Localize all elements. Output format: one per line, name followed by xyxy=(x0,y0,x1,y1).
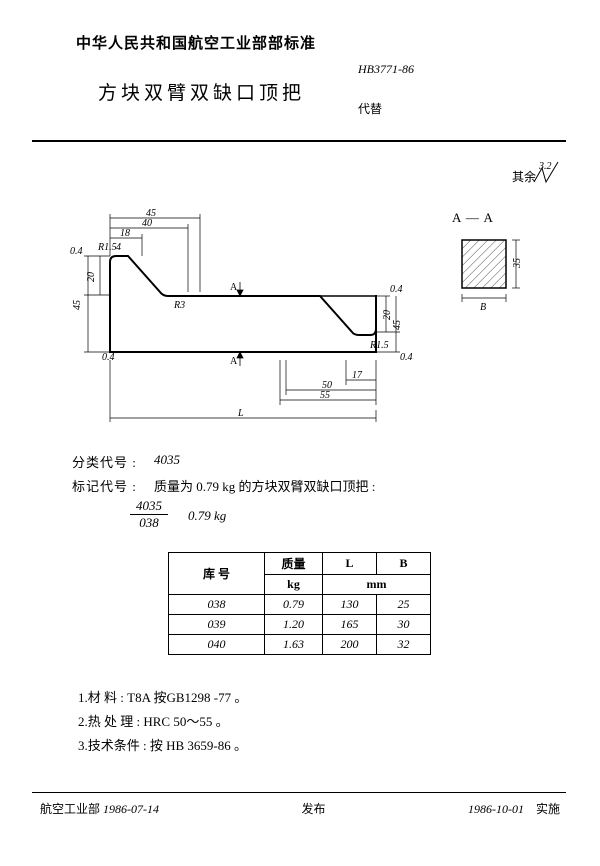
note1-text: T8A 按GB1298 -77 。 xyxy=(127,690,247,705)
footer-right-label: 实施 xyxy=(536,802,560,816)
footer-center: 发布 xyxy=(301,800,325,817)
table-row: 038 0.79 130 25 xyxy=(169,595,431,615)
standard-code: HB3771-86 xyxy=(358,62,414,77)
note1-label: 1.材 料 : xyxy=(78,690,124,705)
svg-text:45: 45 xyxy=(392,320,403,330)
table-row: 040 1.63 200 32 xyxy=(169,635,431,655)
table-row: 039 1.20 165 30 xyxy=(169,615,431,635)
svg-text:45: 45 xyxy=(72,300,83,310)
th-num: 库 号 xyxy=(169,553,265,595)
svg-text:0.4: 0.4 xyxy=(102,352,115,363)
svg-text:17: 17 xyxy=(352,370,363,381)
svg-text:18: 18 xyxy=(120,228,130,239)
footer-right-date: 1986-10-01 xyxy=(468,802,524,816)
cell-num: 039 xyxy=(169,615,265,635)
main-title: 方块双臂双缺口顶把 xyxy=(98,78,305,105)
cell-l: 165 xyxy=(323,615,377,635)
th-l: L xyxy=(323,553,377,575)
org-title: 中华人民共和国航空工业部部标准 xyxy=(76,32,316,53)
th-mass: 质量 xyxy=(265,553,323,575)
replace-label: 代替 xyxy=(358,100,382,117)
cell-num: 040 xyxy=(169,635,265,655)
svg-text:55: 55 xyxy=(320,390,330,401)
note2-label: 2.热 处 理 : xyxy=(78,714,140,729)
cell-b: 32 xyxy=(377,635,431,655)
svg-text:R1.5: R1.5 xyxy=(369,340,389,351)
svg-text:R1.5: R1.5 xyxy=(97,242,117,253)
spec-table: 库 号 质量 L B kg mm 038 0.79 130 25 039 1.2… xyxy=(168,552,431,655)
svg-text:0.4: 0.4 xyxy=(70,246,83,257)
svg-text:B: B xyxy=(480,302,486,313)
svg-text:20: 20 xyxy=(86,272,97,282)
cell-mass: 0.79 xyxy=(265,595,323,615)
svg-text:R3: R3 xyxy=(173,300,185,311)
cell-l: 130 xyxy=(323,595,377,615)
mark-fraction: 4035 038 xyxy=(130,498,168,531)
footer: 航空工业部 1986-07-14 发布 1986-10-01 实施 xyxy=(40,800,560,817)
svg-text:3.2: 3.2 xyxy=(538,161,552,172)
note3-text: 按 HB 3659-86 。 xyxy=(150,738,247,753)
mark-code-text: 质量为 0.79 kg 的方块双臂双缺口顶把 : xyxy=(154,476,375,495)
svg-text:50: 50 xyxy=(322,380,332,391)
note3-label: 3.技术条件 : xyxy=(78,738,147,753)
svg-text:20: 20 xyxy=(382,310,393,320)
cat-code-value: 4035 xyxy=(154,452,180,468)
main-diagram: 45 40 18 45 20 0.4 0.4 R1.5 4 R3 55 50 1… xyxy=(70,200,530,440)
th-mass-unit: kg xyxy=(265,575,323,595)
cell-mass: 1.63 xyxy=(265,635,323,655)
svg-text:40: 40 xyxy=(142,218,152,229)
svg-text:4: 4 xyxy=(116,242,121,253)
svg-text:A: A xyxy=(230,282,238,293)
th-mm: mm xyxy=(323,575,431,595)
cell-l: 200 xyxy=(323,635,377,655)
note2-text: HRC 50～55 。 xyxy=(143,714,228,729)
cell-num: 038 xyxy=(169,595,265,615)
svg-text:0.4: 0.4 xyxy=(400,352,413,363)
footer-org: 航空工业部 xyxy=(40,802,100,816)
svg-text:35: 35 xyxy=(512,258,523,269)
footer-left-date: 1986-07-14 xyxy=(103,802,159,816)
surface-mark-icon: 3.2 xyxy=(532,160,560,184)
mark-kg: 0.79 kg xyxy=(188,508,226,524)
cell-mass: 1.20 xyxy=(265,615,323,635)
footer-rule xyxy=(32,792,566,793)
svg-text:0.4: 0.4 xyxy=(390,284,403,295)
svg-text:L: L xyxy=(237,408,244,419)
th-b: B xyxy=(377,553,431,575)
cell-b: 30 xyxy=(377,615,431,635)
mark-frac-top: 4035 xyxy=(130,498,168,515)
mark-frac-bot: 038 xyxy=(135,515,163,531)
cell-b: 25 xyxy=(377,595,431,615)
notes: 1.材 料 : T8A 按GB1298 -77 。 2.热 处 理 : HRC … xyxy=(78,686,247,758)
header-rule xyxy=(32,140,566,142)
cat-code-label: 分类代号 : xyxy=(72,452,137,471)
mark-code-label: 标记代号 : xyxy=(72,476,137,495)
